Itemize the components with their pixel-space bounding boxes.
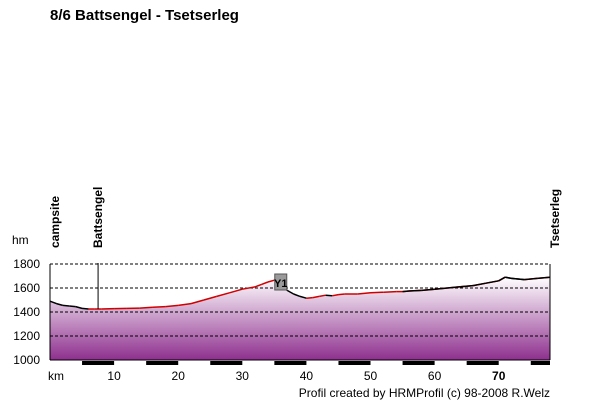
profile-segment [216, 292, 230, 298]
profile-segment-late [447, 286, 461, 289]
profile-segment [178, 302, 192, 307]
profile-segment-late [421, 288, 435, 292]
profile-segment [338, 293, 345, 296]
profile-segment-late [485, 280, 499, 284]
profile-segment [299, 295, 307, 299]
profile-segment [229, 288, 243, 294]
scale-bar-segment [530, 361, 550, 365]
waypoints: campsite Battsengel Tsetserleg [48, 187, 562, 309]
profile-segment [325, 294, 333, 297]
x-tick-label: 20 [172, 369, 186, 383]
profile-segment [293, 293, 301, 298]
y-tick-label: 1200 [13, 329, 40, 343]
x-tick-label: 50 [364, 369, 378, 383]
profile-segment [81, 307, 89, 310]
profile-segment [165, 304, 179, 308]
y-tick-label: 1400 [13, 305, 40, 319]
tick-labels: 1000 1200 1400 1600 1800 10 20 30 40 50 60 70 [13, 257, 505, 383]
profile-segment [370, 291, 384, 294]
waypoint-label: campsite [48, 196, 62, 248]
profile-segment [319, 294, 326, 298]
x-tick-label: 60 [428, 369, 442, 383]
profile-segment [152, 305, 166, 308]
elevation-line [49, 276, 551, 310]
profile-segment [75, 305, 83, 310]
profile-segment-late [498, 276, 506, 282]
profile-segment [203, 295, 217, 301]
profile-segment [267, 279, 275, 283]
profile-segment [383, 290, 397, 293]
y-tick-label: 1000 [13, 353, 40, 367]
profile-segment [306, 296, 313, 299]
profile-segment-late [537, 276, 551, 280]
chart-title: 8/6 Battsengel - Tsetserleg [50, 7, 239, 24]
x-tick-label: 10 [107, 369, 121, 383]
profile-segment [56, 302, 64, 307]
x-tick-label: 30 [236, 369, 250, 383]
profile-segment [357, 292, 371, 295]
profile-segment [261, 281, 269, 286]
profile-segment [242, 286, 256, 290]
grid-lines [50, 263, 550, 337]
scale-bar-segment [146, 361, 179, 365]
scale-bar-segment [210, 361, 243, 365]
profile-segment-late [524, 277, 538, 281]
route-marker: Y1 [274, 273, 288, 291]
scale-bar-segment [82, 361, 115, 365]
profile-segment [286, 289, 294, 295]
profile-segment-late [504, 276, 512, 280]
scale-bar-segment [466, 361, 499, 365]
credit-text: Profil created by HRMProfil (c) 98-2008 … [299, 386, 550, 400]
scale-bar-segment [402, 361, 435, 365]
scale-bar-segment [338, 361, 371, 365]
profile-segment [190, 299, 205, 305]
profile-segment [331, 293, 339, 297]
waypoint-label: Tsetserleg [548, 189, 562, 248]
profile-segment-late [460, 284, 474, 288]
x-tick-label: 40 [300, 369, 314, 383]
profile-segment-late [511, 277, 525, 281]
waypoint-label: Battsengel [91, 187, 105, 248]
profile-segment-late [408, 289, 422, 292]
x-axis-label: km [48, 369, 64, 383]
y-axis-label: hm [12, 233, 29, 247]
profile-segment [62, 304, 70, 307]
elevation-area [50, 277, 550, 360]
profile-segment [312, 295, 320, 299]
scale-bar-segment [274, 361, 307, 365]
y-tick-label: 1600 [13, 281, 40, 295]
profile-segment-late [472, 282, 487, 287]
axes [49, 264, 551, 365]
profile-segment [254, 283, 262, 288]
y-tick-label: 1800 [13, 257, 40, 271]
profile-segment [69, 305, 76, 308]
x-tick-label: 70 [492, 369, 506, 383]
elevation-fill [50, 277, 550, 360]
profile-segment [49, 300, 57, 305]
profile-segment-late [402, 290, 410, 293]
marker-box [274, 273, 288, 291]
profile-segment-late [434, 287, 448, 290]
marker-label: Y1 [274, 278, 287, 290]
profile-segment [139, 306, 153, 309]
